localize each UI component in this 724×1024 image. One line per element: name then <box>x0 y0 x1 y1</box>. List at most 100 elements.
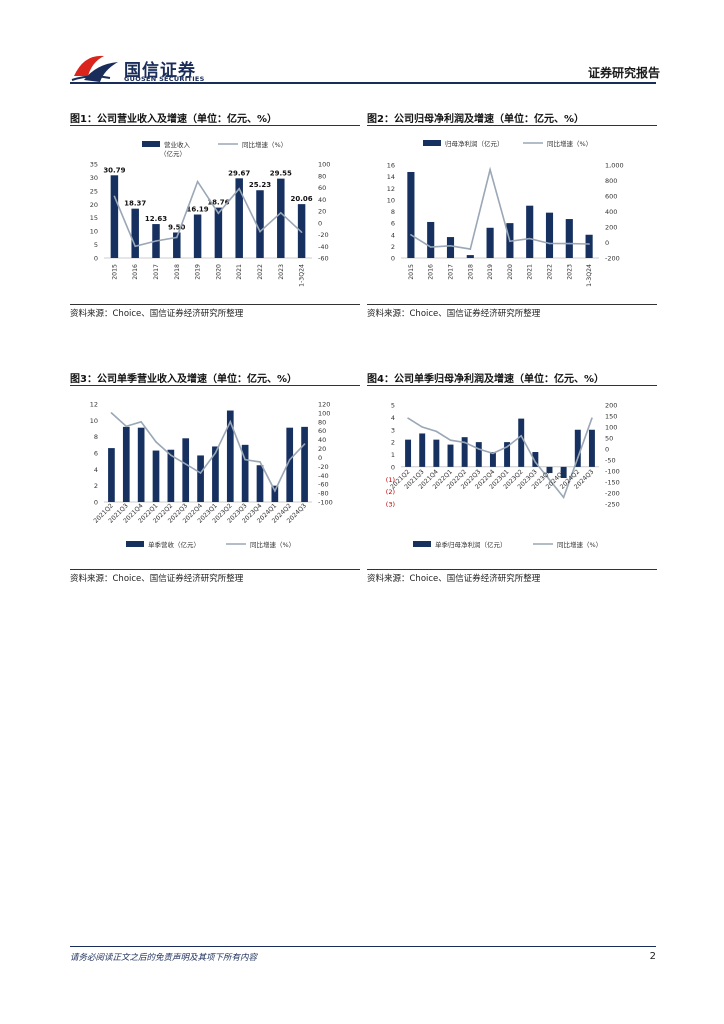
legend-line-label: 同比增速（%） <box>557 540 602 549</box>
bar-data-label: 9.50 <box>168 223 185 231</box>
y-left-tick-label: 2 <box>391 243 395 251</box>
bar-data-label: 18.37 <box>124 200 146 208</box>
line-point <box>280 211 282 214</box>
legend-bar-swatch <box>142 141 160 147</box>
chart-source: 资料来源：Choice、国信证券经济研究所整理 <box>70 309 244 319</box>
bar-mark <box>167 449 175 502</box>
bar-data-label: 16.19 <box>187 206 209 214</box>
x-tick-label: 2023 <box>278 264 285 280</box>
legend-bar-swatch <box>413 541 431 547</box>
bar-mark <box>419 433 426 467</box>
y-right-tick-label: 0 <box>318 219 322 227</box>
y-left-tick-label: 5 <box>391 402 395 410</box>
y-left-tick-label: 4 <box>391 231 395 239</box>
line-point <box>534 461 537 463</box>
bar-mark <box>152 450 160 502</box>
line-point <box>244 458 246 461</box>
line-point <box>449 439 452 441</box>
bar-mark <box>504 442 511 467</box>
net-profit-chart: 归母净利润（亿元） 同比增速（%） 0 2 4 6 8 10 12 14 16 -200 0 200 400… <box>387 139 624 287</box>
bar-mark <box>560 466 567 479</box>
line-point <box>463 441 466 444</box>
y-left-tick-label: 0 <box>391 463 395 471</box>
line-point <box>274 490 276 492</box>
chart-panel-2: 图2：公司归母净利润及增速（单位：亿元、%） 归母净利润（亿元） 同比增速（%） 0… <box>367 110 657 320</box>
bar-mark <box>574 429 581 467</box>
bar-mark <box>447 444 454 467</box>
line-point <box>407 417 409 419</box>
y-right-tick-label: -100 <box>605 468 620 476</box>
x-tick-label: 2016 <box>132 264 139 280</box>
line-point <box>591 417 593 419</box>
page-header: 国信证券 GUOSEN SECURITIES 证券研究报告 <box>70 48 660 88</box>
line-point <box>520 435 523 437</box>
bar-data-label: 20.06 <box>291 195 313 203</box>
source-divider <box>367 569 657 570</box>
bar-mark <box>427 221 435 258</box>
y-right-tick-label: 1,000 <box>605 162 624 170</box>
line-point <box>477 448 480 450</box>
bar-mark <box>214 207 223 258</box>
y-left-tick-label: (3) <box>386 501 395 509</box>
y-right-tick-label: 40 <box>318 436 326 444</box>
line-point <box>155 441 157 443</box>
line-point <box>492 452 494 455</box>
page-number: 2 <box>649 951 656 962</box>
line-point <box>140 421 142 423</box>
line-point <box>259 230 261 233</box>
x-tick-label: 2022 <box>547 264 554 280</box>
line-point <box>229 421 232 423</box>
x-tick-label: 2016 <box>428 264 435 280</box>
chart-title: 图2：公司归母净利润及增速（单位：亿元、%） <box>367 114 584 125</box>
growth-line <box>110 412 306 493</box>
legend-bar-label: 归母净利润（亿元） <box>445 139 504 148</box>
line-point <box>176 236 178 239</box>
y-left-tick-label: 6 <box>94 450 98 458</box>
source-divider <box>70 304 360 305</box>
chart-panel-1: 图1：公司营业收入及增速（单位：亿元、%） 营业收入 （亿元） 同比增速（%） 0 5 1… <box>70 110 360 320</box>
bar-data-label: 29.55 <box>270 170 292 178</box>
line-point <box>217 212 220 215</box>
x-tick-label: 2019 <box>195 264 202 280</box>
line-point <box>548 242 551 245</box>
line-point <box>429 246 432 248</box>
bar-mark <box>461 437 468 467</box>
growth-line <box>410 166 590 251</box>
bar-data-label: 25.23 <box>249 181 271 189</box>
line-point <box>300 231 303 233</box>
line-point <box>562 496 565 499</box>
line-point <box>199 472 202 474</box>
bar-mark <box>526 205 534 258</box>
y-right-tick-label: 0 <box>318 454 322 462</box>
chart-title: 图4：公司单季归母净利润及增速（单位：亿元、%） <box>367 374 604 385</box>
y-right-tick-label: 120 <box>318 401 330 409</box>
y-left-tick-label: 0 <box>94 255 98 263</box>
y-right-tick-label: 150 <box>605 413 617 421</box>
chart-title: 图1：公司营业收入及增速（单位：亿元、%） <box>70 114 277 125</box>
line-point <box>134 245 136 248</box>
y-right-tick-label: 100 <box>318 161 330 169</box>
legend-bar-sublabel: （亿元） <box>160 149 186 158</box>
line-point <box>113 195 116 198</box>
bar-mark <box>241 444 249 502</box>
bar-mark <box>182 438 190 502</box>
line-point <box>184 463 187 465</box>
bar-data-label: 18.76 <box>207 199 229 207</box>
y-right-tick-label: 600 <box>605 193 617 201</box>
legend-line-label: 同比增速（%） <box>250 540 295 549</box>
y-left-tick-label: 3 <box>391 426 395 434</box>
y-right-tick-label: -100 <box>318 499 333 507</box>
y-left-tick-label: 0 <box>94 499 98 507</box>
bar-mark <box>546 466 553 474</box>
line-point <box>214 452 217 454</box>
chart-panel-3: 图3：公司单季营业收入及增速（单位：亿元、%） 单季营收（亿元） 同比增速（%） 0… <box>70 370 360 586</box>
line-point <box>238 187 240 190</box>
y-right-tick-label: 100 <box>318 409 330 417</box>
x-tick-label: 2015 <box>408 264 415 280</box>
footer-disclaimer: 请务必阅读正文之后的免责声明及其项下所有内容 <box>70 953 258 963</box>
y-left-tick-label: 14 <box>387 173 395 181</box>
y-left-tick-label: 2 <box>391 439 395 447</box>
legend-bar-label: 营业收入 <box>164 140 191 149</box>
y-right-tick-label: 40 <box>318 196 326 204</box>
y-right-tick-label: -200 <box>605 255 620 263</box>
